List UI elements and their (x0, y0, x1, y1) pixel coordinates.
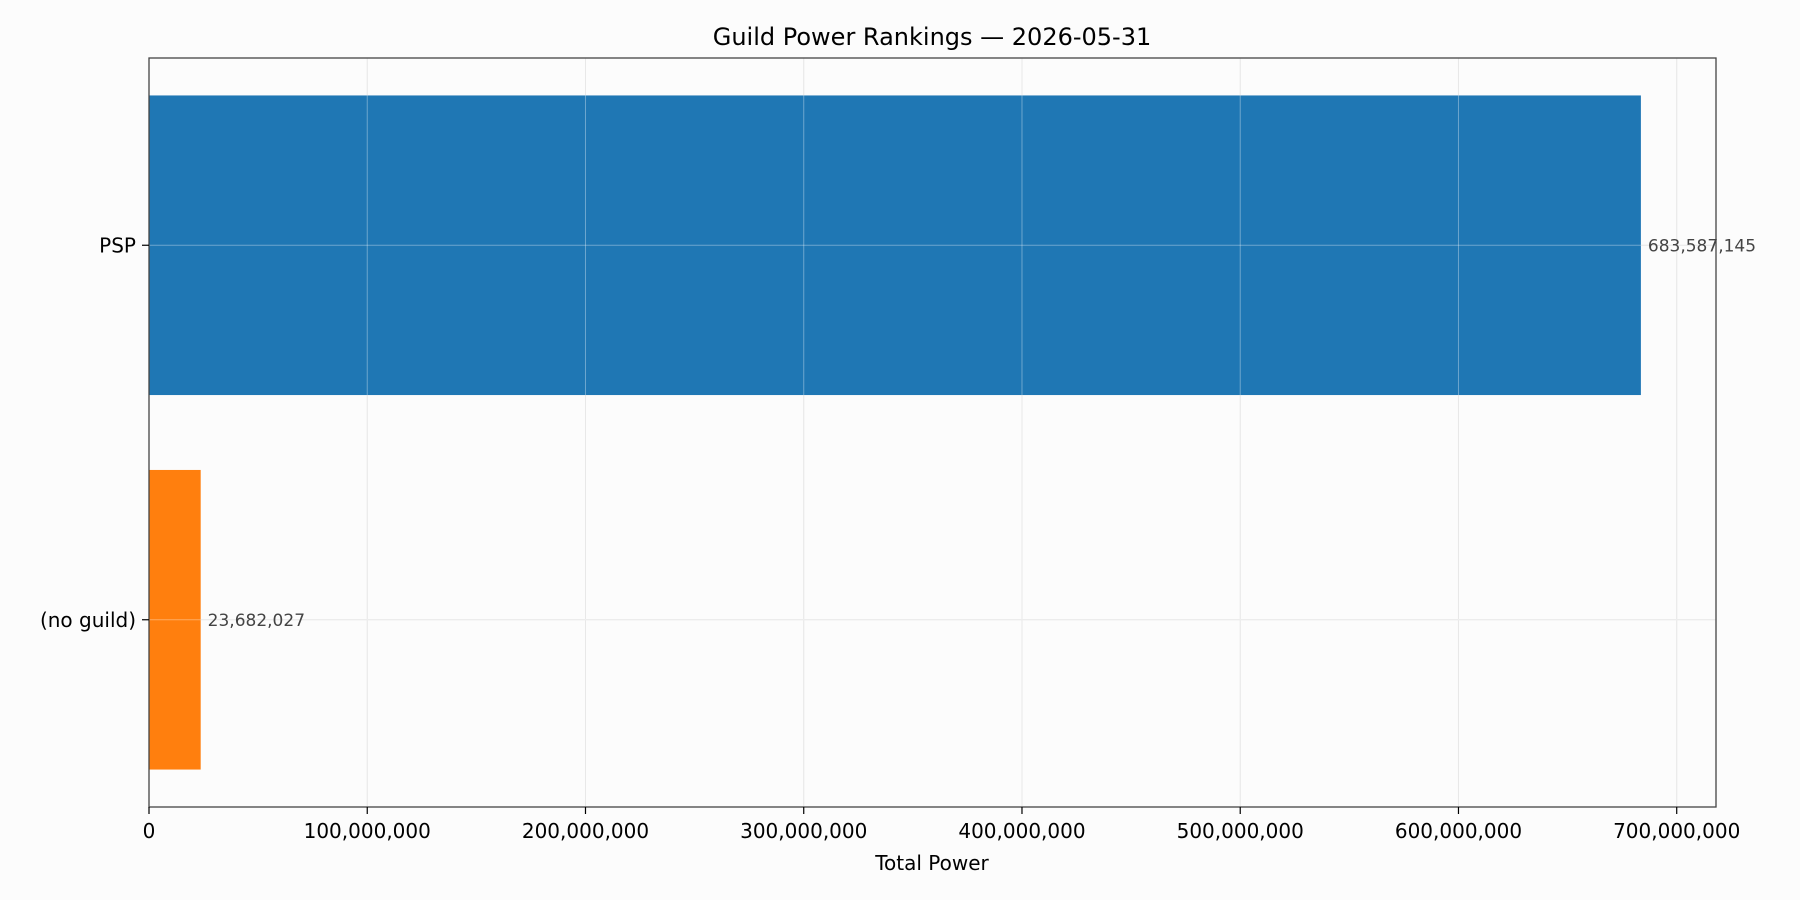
x-axis-label: Total Power (874, 851, 989, 875)
x-tick-label: 400,000,000 (958, 819, 1085, 843)
y-tick-label: PSP (99, 233, 136, 257)
x-axis-ticks: 0 100,000,000 200,000,000 300,000,000 400,00… (143, 807, 1740, 843)
bar-1 (149, 469, 201, 770)
data-labels: 683,587,145 23,682,027 (208, 236, 1756, 631)
plot-frame (148, 57, 1717, 808)
x-tick-label: 700,000,000 (1613, 819, 1740, 843)
y-axis-ticks: PSP (no guild) (40, 233, 149, 632)
bar-value-label: 23,682,027 (208, 611, 305, 631)
x-tick-label: 200,000,000 (522, 819, 649, 843)
x-tick-label: 300,000,000 (740, 819, 867, 843)
bars (149, 95, 1641, 770)
chart-title: Guild Power Rankings — 2026-05-31 (713, 23, 1152, 51)
x-tick-label: 500,000,000 (1177, 819, 1304, 843)
bar-value-label: 683,587,145 (1648, 236, 1756, 256)
y-tick-label: (no guild) (40, 608, 136, 632)
bar-0 (149, 95, 1641, 396)
x-tick-label: 0 (143, 819, 156, 843)
x-tick-label: 100,000,000 (304, 819, 431, 843)
x-tick-label: 600,000,000 (1395, 819, 1522, 843)
